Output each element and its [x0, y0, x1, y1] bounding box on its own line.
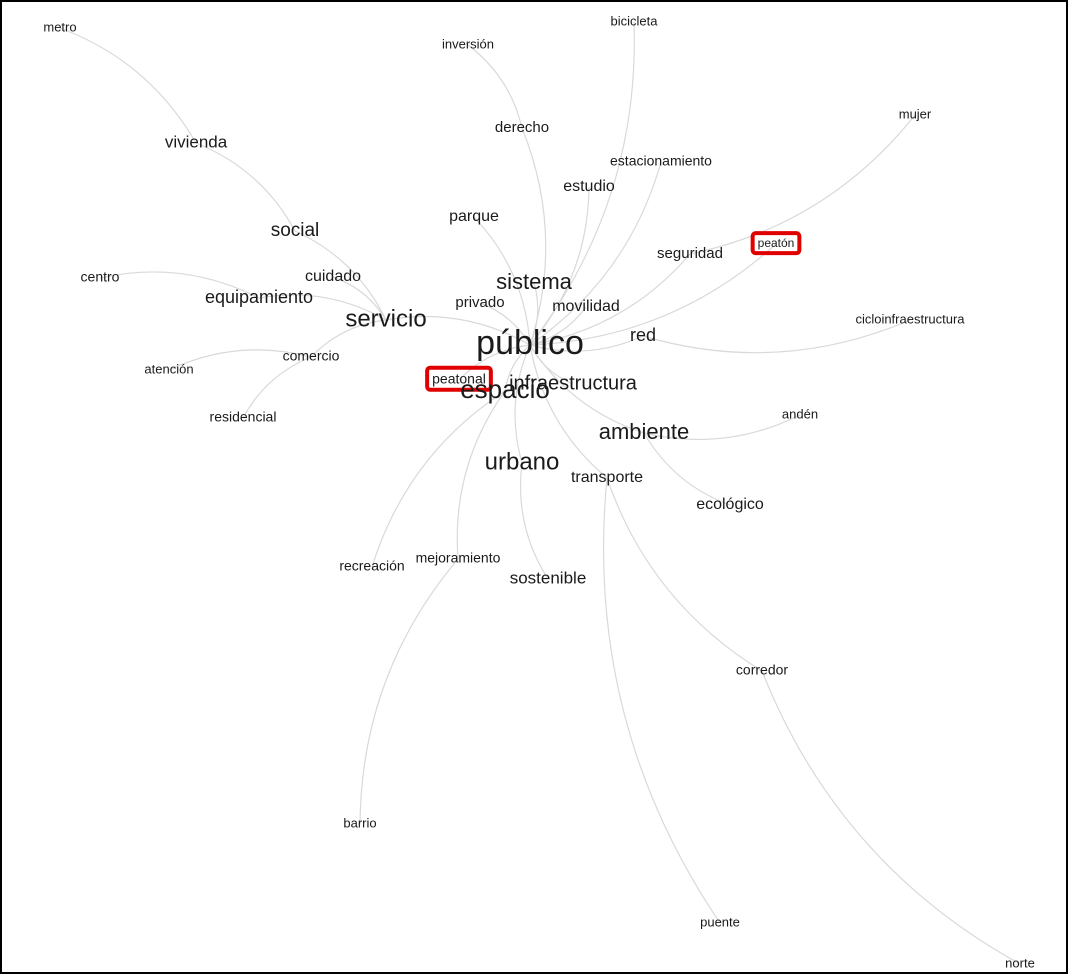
node-label: ecológico: [696, 496, 764, 513]
edge: [504, 344, 531, 392]
node-label: infraestructura: [509, 372, 638, 394]
node-label: comercio: [283, 348, 340, 364]
edge: [242, 356, 312, 419]
node-label: público: [476, 324, 584, 362]
edge: [332, 276, 387, 321]
node-label: sistema: [496, 269, 573, 294]
node-label: andén: [782, 406, 818, 421]
edge: [467, 44, 523, 129]
node-label: peatonal: [432, 371, 486, 387]
edge: [529, 344, 574, 385]
edge: [689, 114, 916, 255]
edge: [294, 230, 387, 321]
node-label: recreación: [339, 558, 404, 574]
edge: [529, 335, 644, 352]
node-label: bicicleta: [611, 13, 659, 28]
node-label: seguridad: [657, 245, 723, 262]
edge: [359, 558, 459, 825]
node-label: cuidado: [305, 268, 361, 285]
highlight-box: [425, 365, 493, 392]
edge: [458, 344, 531, 381]
node-label: mejoramiento: [416, 550, 501, 566]
node-label: barrio: [343, 815, 376, 830]
node-label: puente: [700, 914, 740, 929]
node-label: sostenible: [510, 568, 587, 587]
edge: [310, 319, 387, 358]
edge: [643, 432, 731, 506]
node-label: peatón: [758, 236, 795, 250]
edge: [514, 344, 531, 464]
edge: [195, 142, 296, 232]
nodes: metro inversión bicicleta mujer vivienda dere…: [43, 13, 1034, 970]
edge: [168, 349, 312, 371]
node-label: servicio: [345, 305, 426, 332]
node-label: movilidad: [552, 298, 620, 315]
edge: [456, 390, 506, 560]
node-label: cicloinfraestructura: [855, 311, 965, 326]
node-label: corredor: [736, 662, 788, 678]
node-label: vivienda: [165, 132, 228, 151]
node-label: inversión: [442, 36, 494, 51]
node-label: centro: [81, 269, 120, 285]
node-label: espacio: [460, 374, 550, 404]
edge: [761, 670, 1021, 965]
highlight-box: [750, 231, 802, 256]
node-label: atención: [144, 361, 193, 376]
edge: [385, 315, 531, 346]
node-label: estacionamiento: [610, 153, 712, 169]
edge: [642, 319, 911, 354]
edge: [529, 161, 662, 346]
node-label: estudio: [563, 178, 615, 195]
edge: [529, 186, 590, 346]
node-label: social: [271, 220, 320, 241]
edge: [529, 344, 608, 479]
node-label: metro: [43, 19, 76, 34]
node-label: residencial: [210, 409, 277, 425]
node-label: equipamiento: [205, 287, 313, 307]
node-label: urbano: [485, 448, 560, 475]
edge: [371, 390, 506, 568]
edge: [473, 216, 531, 346]
edge: [479, 302, 531, 346]
edge: [258, 294, 387, 321]
node-label: derecho: [495, 119, 549, 136]
edge: [529, 253, 691, 346]
edge: [529, 243, 777, 346]
edge: [529, 282, 539, 346]
node-label: red: [630, 325, 656, 345]
edge: [519, 462, 549, 580]
edge: [643, 414, 801, 441]
edges: [59, 21, 1021, 965]
node-label: norte: [1005, 955, 1035, 970]
node-label: mujer: [899, 106, 932, 121]
node-label: ambiente: [599, 419, 690, 444]
edge: [59, 27, 197, 144]
edge: [602, 477, 721, 924]
node-label: transporte: [571, 469, 643, 486]
edge: [529, 306, 587, 346]
node-label: parque: [449, 208, 499, 225]
edge: [606, 477, 763, 672]
edge: [99, 271, 260, 299]
node-label: privado: [455, 294, 504, 311]
